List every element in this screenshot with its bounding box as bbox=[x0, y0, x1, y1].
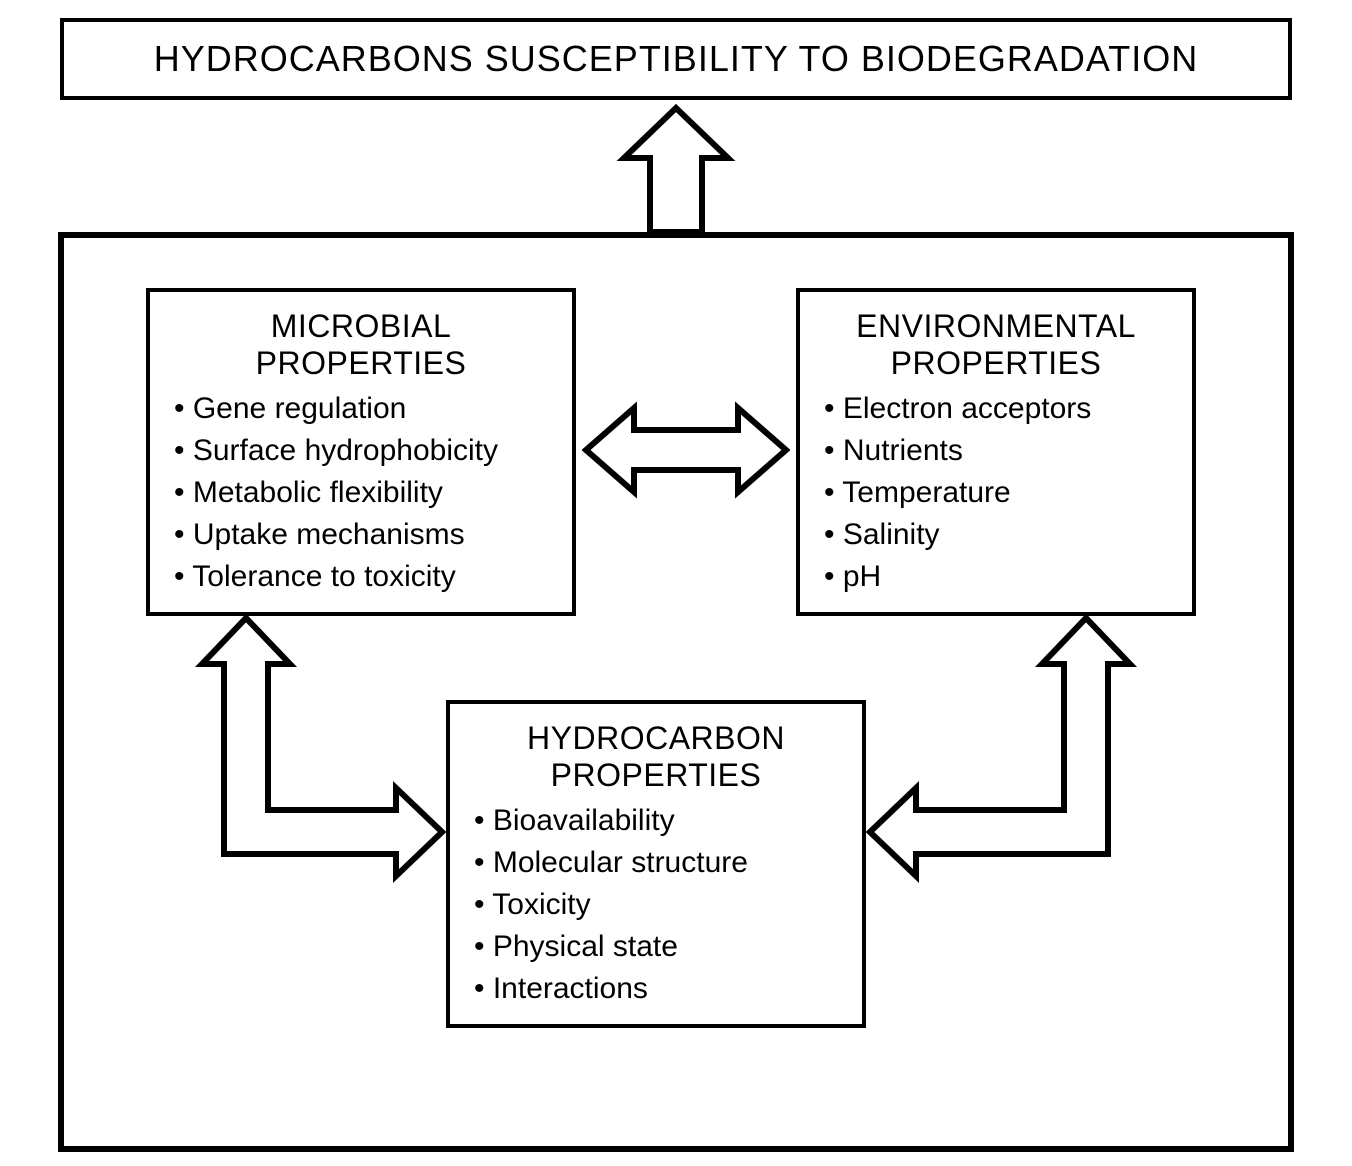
list-item: Electron acceptors bbox=[824, 388, 1174, 430]
arrow-horizontal-double-icon bbox=[582, 400, 790, 500]
microbial-title-line2: PROPERTIES bbox=[256, 345, 467, 381]
arrow-up-icon bbox=[616, 104, 736, 236]
list-item: Uptake mechanisms bbox=[174, 514, 554, 556]
title-box: HYDROCARBONS SUSCEPTIBILITY TO BIODEGRAD… bbox=[60, 18, 1292, 100]
environmental-title-line1: ENVIRONMENTAL bbox=[856, 308, 1136, 344]
environmental-box: ENVIRONMENTAL PROPERTIES Electron accept… bbox=[796, 288, 1196, 616]
arrow-elbow-left-double-icon bbox=[186, 614, 446, 884]
list-item: Bioavailability bbox=[474, 800, 844, 842]
environmental-title: ENVIRONMENTAL PROPERTIES bbox=[818, 308, 1174, 382]
diagram-canvas: HYDROCARBONS SUSCEPTIBILITY TO BIODEGRAD… bbox=[0, 0, 1352, 1166]
list-item: Gene regulation bbox=[174, 388, 554, 430]
list-item: Molecular structure bbox=[474, 842, 844, 884]
list-item: Tolerance to toxicity bbox=[174, 556, 554, 598]
environmental-title-line2: PROPERTIES bbox=[891, 345, 1102, 381]
list-item: Nutrients bbox=[824, 430, 1174, 472]
arrow-elbow-right-double-icon bbox=[866, 614, 1166, 884]
list-item: Toxicity bbox=[474, 884, 844, 926]
title-text: HYDROCARBONS SUSCEPTIBILITY TO BIODEGRAD… bbox=[154, 38, 1199, 80]
microbial-title: MICROBIAL PROPERTIES bbox=[168, 308, 554, 382]
list-item: Interactions bbox=[474, 968, 844, 1010]
microbial-title-line1: MICROBIAL bbox=[271, 308, 452, 344]
list-item: Salinity bbox=[824, 514, 1174, 556]
list-item: Physical state bbox=[474, 926, 844, 968]
microbial-box: MICROBIAL PROPERTIES Gene regulation Sur… bbox=[146, 288, 576, 616]
list-item: pH bbox=[824, 556, 1174, 598]
list-item: Surface hydrophobicity bbox=[174, 430, 554, 472]
list-item: Temperature bbox=[824, 472, 1174, 514]
hydrocarbon-title-line2: PROPERTIES bbox=[551, 757, 762, 793]
hydrocarbon-box: HYDROCARBON PROPERTIES Bioavailability M… bbox=[446, 700, 866, 1028]
list-item: Metabolic flexibility bbox=[174, 472, 554, 514]
hydrocarbon-title: HYDROCARBON PROPERTIES bbox=[468, 720, 844, 794]
microbial-list: Gene regulation Surface hydrophobicity M… bbox=[174, 388, 554, 598]
environmental-list: Electron acceptors Nutrients Temperature… bbox=[824, 388, 1174, 598]
hydrocarbon-title-line1: HYDROCARBON bbox=[527, 720, 785, 756]
hydrocarbon-list: Bioavailability Molecular structure Toxi… bbox=[474, 800, 844, 1010]
